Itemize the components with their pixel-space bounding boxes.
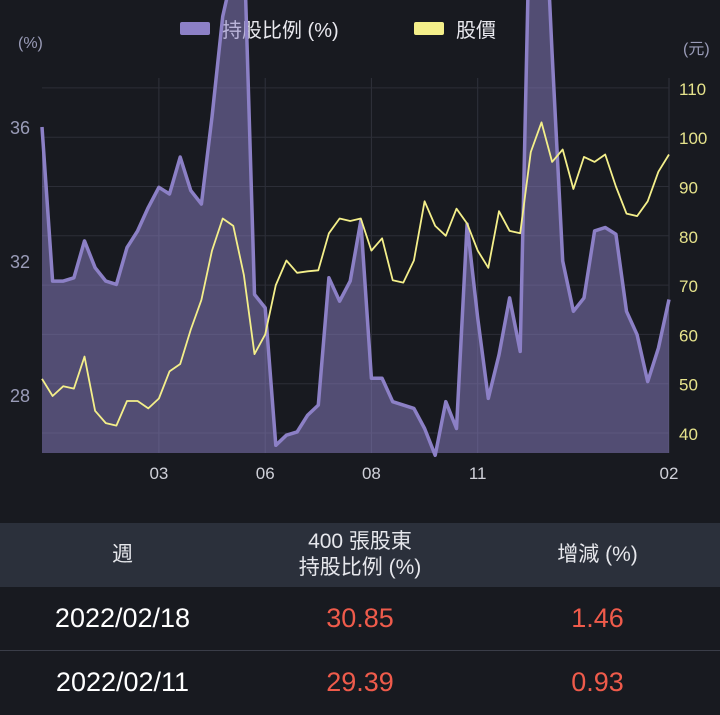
- x-tick-label: 08: [362, 464, 381, 483]
- legend-swatch-price: [414, 22, 444, 35]
- y-right-tick-label: 40: [679, 425, 698, 444]
- series-price-line: [41, 121, 670, 427]
- summary-table: 週 400 張股東 持股比例 (%) 增減 (%) 2022/02/18 30.…: [0, 523, 720, 714]
- y-right-tick-label: 100: [679, 129, 707, 148]
- y-left-tick-label: 40: [10, 0, 30, 4]
- row-change: 1.46: [475, 587, 720, 651]
- legend-label-holding: 持股比例 (%): [222, 20, 339, 42]
- y-right-tick-label: 50: [679, 376, 698, 395]
- series-holding-area: [42, 0, 669, 456]
- header-ratio: 400 張股東 持股比例 (%): [245, 523, 475, 587]
- header-change: 增減 (%): [475, 523, 720, 587]
- header-ratio-line2: 持股比例 (%): [298, 556, 422, 579]
- left-axis-unit: (%): [18, 35, 43, 52]
- x-tick-label: 02: [660, 464, 679, 483]
- table-row[interactable]: 2022/02/18 30.85 1.46: [0, 587, 720, 651]
- row-ratio: 30.85: [245, 587, 475, 651]
- y-left-tick-label: 36: [10, 118, 30, 138]
- y-right-tick-label: 110: [679, 80, 706, 99]
- y-left-tick-label: 28: [10, 386, 30, 406]
- chart-area: 持股比例 (%) 股價 (%) (元) 28323640444050607080…: [0, 0, 720, 483]
- right-axis-unit: (元): [683, 41, 710, 58]
- chart-svg: 28323640444050607080901001100306081102: [10, 0, 707, 483]
- header-ratio-line1: 400 張股東: [308, 530, 412, 553]
- row-ratio: 29.39: [326, 667, 394, 697]
- x-tick-label: 03: [149, 464, 168, 483]
- series-holding-line: [40, 0, 671, 458]
- table-header-row: 週 400 張股東 持股比例 (%) 增減 (%): [0, 523, 720, 587]
- row-date: 2022/02/11: [55, 667, 190, 697]
- y-left-tick-label: 32: [10, 252, 30, 272]
- header-week: 週: [0, 523, 245, 587]
- row-date: 2022/02/18: [0, 587, 245, 651]
- chart-legend: 持股比例 (%) 股價: [0, 14, 720, 43]
- row-change: 0.93: [571, 667, 624, 697]
- y-right-tick-label: 90: [679, 179, 698, 198]
- y-right-tick-label: 60: [679, 326, 698, 345]
- legend-item-holding[interactable]: 持股比例 (%): [180, 14, 339, 43]
- y-right-tick-label: 70: [679, 277, 698, 296]
- x-tick-label: 06: [256, 464, 275, 483]
- legend-swatch-holding: [180, 22, 210, 35]
- y-right-tick-label: 80: [679, 228, 698, 247]
- table-row[interactable]: 2022/02/11 29.39 0.93: [0, 651, 720, 715]
- legend-label-price: 股價: [456, 20, 496, 42]
- legend-item-price[interactable]: 股價: [414, 14, 496, 43]
- x-tick-label: 11: [469, 464, 487, 483]
